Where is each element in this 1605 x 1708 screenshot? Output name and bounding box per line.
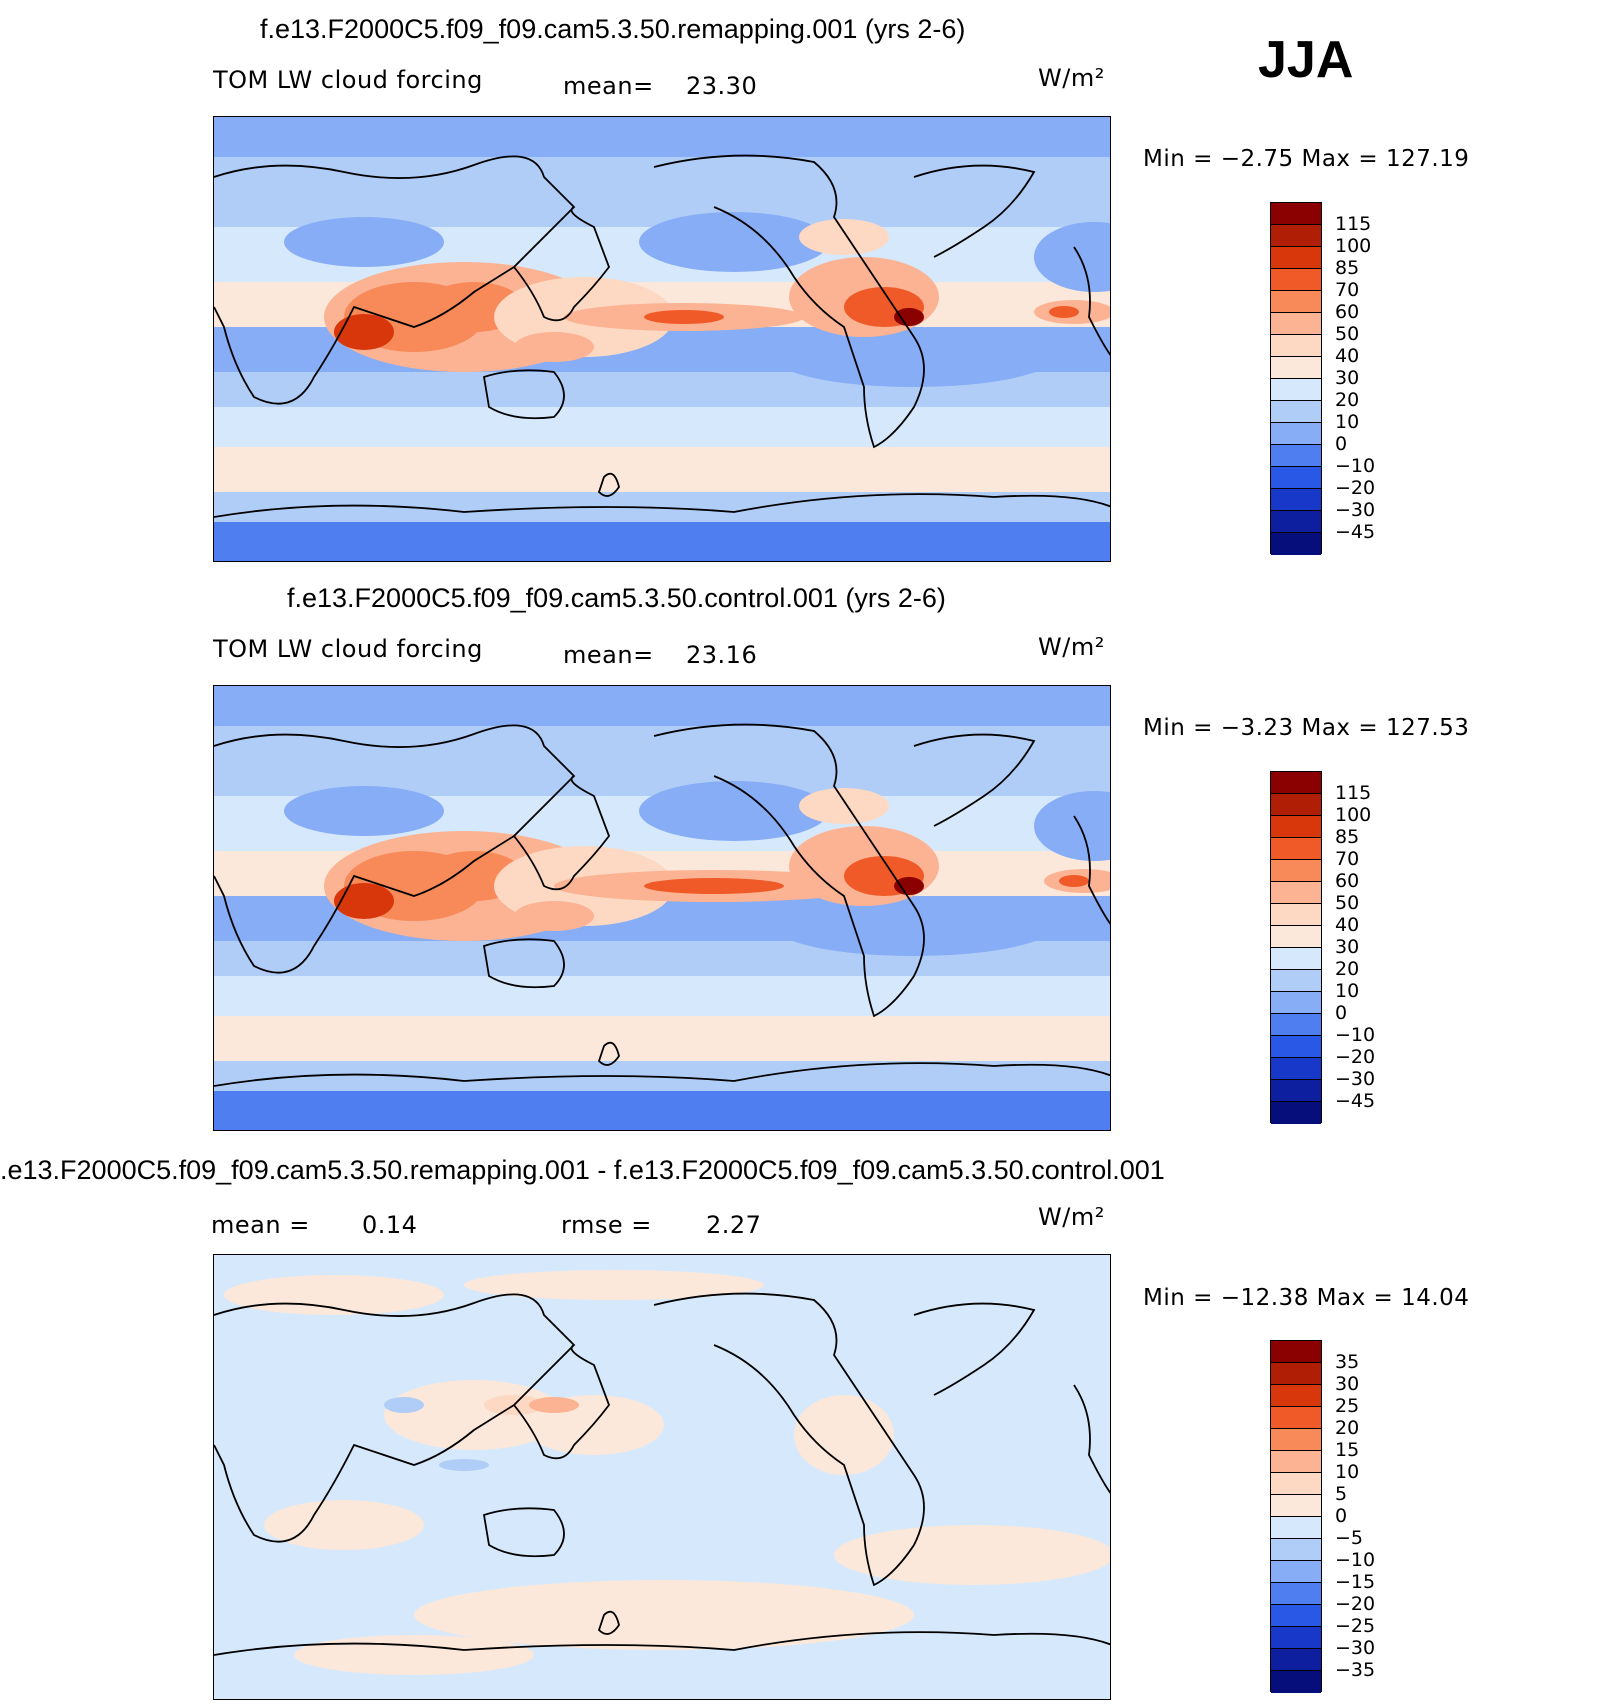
colorbar-tick-label: 0 [1335, 1505, 1348, 1527]
panel-2-mean-label: mean= [563, 641, 654, 669]
colorbar-tick-label: 20 [1335, 958, 1360, 980]
colorbar-tick-label: 85 [1335, 257, 1360, 279]
colorbar-tick-label: 70 [1335, 848, 1360, 870]
panel-1-colorbar [1270, 202, 1322, 555]
panel-3-colorbar [1270, 1340, 1322, 1693]
colorbar-tick-label: 10 [1335, 411, 1360, 433]
panel-3-min-max: Min = −12.38 Max = 14.04 [1143, 1285, 1470, 1311]
panel-3-title: .e13.F2000C5.f09_f09.cam5.3.50.remapping… [0, 1155, 1165, 1185]
colorbar-tick-label: 100 [1335, 235, 1372, 257]
colorbar-tick-label: 0 [1335, 1002, 1348, 1024]
colorbar-tick-label: 15 [1335, 1439, 1360, 1461]
panel-3-rmse-label: rmse = [561, 1211, 652, 1239]
colorbar-tick-label: 10 [1335, 1461, 1360, 1483]
colorbar-tick-label: −25 [1335, 1615, 1376, 1637]
colorbar-tick-label: 30 [1335, 367, 1360, 389]
colorbar-tick-label: −45 [1335, 521, 1376, 543]
colorbar-tick-label: 30 [1335, 1373, 1360, 1395]
colorbar-tick-label: 115 [1335, 782, 1372, 804]
colorbar-tick-label: 100 [1335, 804, 1372, 826]
colorbar-tick-label: 20 [1335, 1417, 1360, 1439]
panel-3-map-field [214, 1255, 1110, 1699]
panel-1-min-max: Min = −2.75 Max = 127.19 [1143, 146, 1470, 172]
panel-1-variable-label: TOM LW cloud forcing [213, 66, 483, 94]
colorbar-tick-label: −15 [1335, 1571, 1376, 1593]
colorbar-tick-label: 40 [1335, 914, 1360, 936]
panel-2-mean-value: 23.16 [686, 641, 758, 669]
panel-1-map [213, 116, 1111, 562]
colorbar-tick-label: 0 [1335, 433, 1348, 455]
colorbar-tick-label: 60 [1335, 301, 1360, 323]
colorbar-tick-label: −20 [1335, 1046, 1376, 1068]
panel-2-units: W/m² [1038, 633, 1105, 661]
colorbar-tick-label: −20 [1335, 477, 1376, 499]
colorbar-tick-label: 35 [1335, 1351, 1360, 1373]
colorbar-tick-label: 85 [1335, 826, 1360, 848]
panel-3-units: W/m² [1038, 1203, 1105, 1231]
colorbar-tick-label: −30 [1335, 499, 1376, 521]
colorbar-tick-label: 10 [1335, 980, 1360, 1002]
colorbar-tick-label: 5 [1335, 1483, 1348, 1505]
colorbar-tick-label: 20 [1335, 389, 1360, 411]
colorbar-tick-label: −30 [1335, 1068, 1376, 1090]
season-label: JJA [1258, 31, 1354, 89]
panel-3-mean-label: mean = [211, 1211, 310, 1239]
panel-1-mean-label: mean= [563, 72, 654, 100]
panel-2-min-max: Min = −3.23 Max = 127.53 [1143, 715, 1470, 741]
panel-2-map [213, 685, 1111, 1131]
colorbar-tick-label: −35 [1335, 1659, 1376, 1681]
colorbar-tick-label: 70 [1335, 279, 1360, 301]
colorbar-tick-label: −30 [1335, 1637, 1376, 1659]
colorbar-tick-label: −10 [1335, 1024, 1376, 1046]
panel-1-map-field [214, 117, 1110, 561]
colorbar-tick-label: −10 [1335, 455, 1376, 477]
colorbar-tick-label: 25 [1335, 1395, 1360, 1417]
panel-2-variable-label: TOM LW cloud forcing [213, 635, 483, 663]
colorbar-tick-label: −10 [1335, 1549, 1376, 1571]
colorbar-tick-label: −20 [1335, 1593, 1376, 1615]
panel-1-units: W/m² [1038, 64, 1105, 92]
colorbar-tick-label: −45 [1335, 1090, 1376, 1112]
panel-2-title: f.e13.F2000C5.f09_f09.cam5.3.50.control.… [287, 583, 946, 613]
panel-1-title: f.e13.F2000C5.f09_f09.cam5.3.50.remappin… [260, 14, 966, 44]
colorbar-tick-label: 30 [1335, 936, 1360, 958]
panel-3-mean-value: 0.14 [362, 1211, 418, 1239]
colorbar-tick-label: 60 [1335, 870, 1360, 892]
colorbar-tick-label: 40 [1335, 345, 1360, 367]
colorbar-tick-label: 50 [1335, 323, 1360, 345]
colorbar-tick-label: 50 [1335, 892, 1360, 914]
colorbar-tick-label: 115 [1335, 213, 1372, 235]
panel-3-rmse-value: 2.27 [706, 1211, 762, 1239]
colorbar-tick-label: −5 [1335, 1527, 1364, 1549]
panel-3-map [213, 1254, 1111, 1700]
panel-1-mean-value: 23.30 [686, 72, 758, 100]
panel-2-map-field [214, 686, 1110, 1130]
panel-2-colorbar [1270, 771, 1322, 1124]
